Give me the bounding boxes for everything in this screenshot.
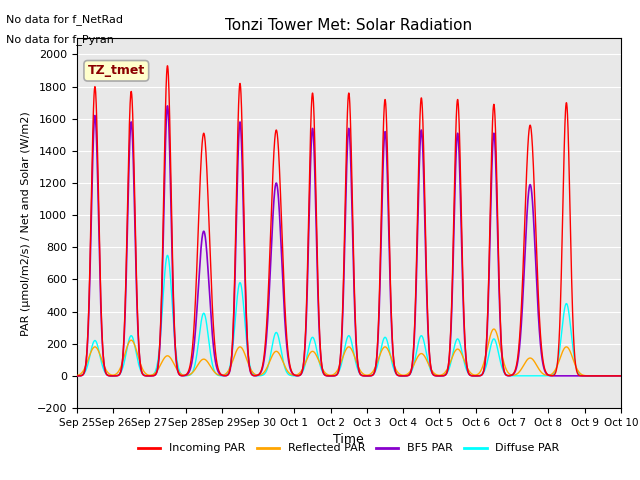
Legend: Incoming PAR, Reflected PAR, BF5 PAR, Diffuse PAR: Incoming PAR, Reflected PAR, BF5 PAR, Di… [134, 439, 564, 458]
Title: Tonzi Tower Met: Solar Radiation: Tonzi Tower Met: Solar Radiation [225, 18, 472, 33]
X-axis label: Time: Time [333, 433, 364, 446]
Y-axis label: PAR (μmol/m2/s) / Net and Solar (W/m2): PAR (μmol/m2/s) / Net and Solar (W/m2) [21, 111, 31, 336]
Text: TZ_tmet: TZ_tmet [88, 64, 145, 77]
Text: No data for f_Pyran: No data for f_Pyran [6, 34, 115, 45]
Text: No data for f_NetRad: No data for f_NetRad [6, 14, 124, 25]
